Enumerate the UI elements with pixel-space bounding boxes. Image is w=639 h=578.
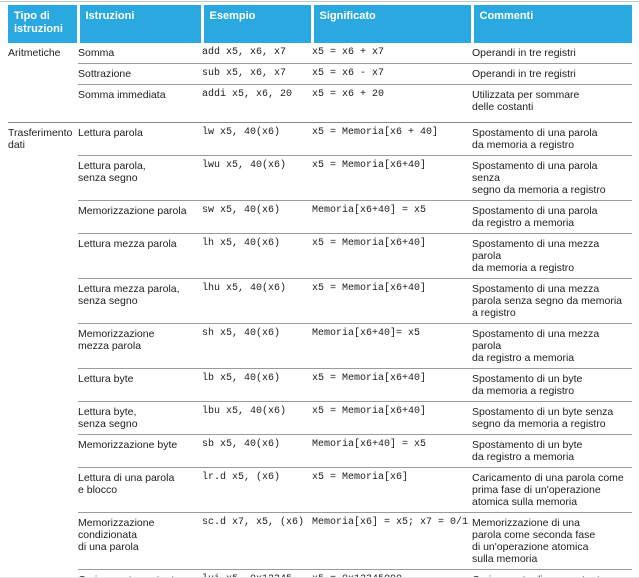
column-header-commenti: Commenti xyxy=(470,5,632,43)
table-row: Aritmetiche Somma add x5, x6, x7 x5 = x6… xyxy=(8,43,632,64)
group-label-cell: Aritmetiche xyxy=(8,47,61,59)
table-row: Memorizzazione condizionata di una parol… xyxy=(8,512,632,570)
instruction-name-cell: Lettura mezza parola, senza segno xyxy=(78,278,202,324)
instruction-name-cell: Lettura byte, senza segno xyxy=(78,401,202,435)
table-row: Memorizzazione byte sb x5, 40(x6) Memori… xyxy=(8,434,632,468)
top-divider xyxy=(0,1,639,2)
table-row: Lettura di una parola e blocco lr.d x5, … xyxy=(8,467,632,513)
meaning-cell: Memoria[x6+40] = x5 xyxy=(312,200,472,234)
table-row: Lettura byte lb x5, 40(x6) x5 = Memoria[… xyxy=(8,368,632,402)
table-row: Lettura mezza parola lh x5, 40(x6) x5 = … xyxy=(8,233,632,279)
meaning-cell: x5 = x6 + 20 xyxy=(312,84,472,123)
table-row: Caricamento costante nella mezza parola … xyxy=(8,569,632,578)
meaning-cell: x5 = Memoria[x6] xyxy=(312,467,472,513)
example-cell: sh x5, 40(x6) xyxy=(202,323,312,369)
example-cell: lw x5, 40(x6) xyxy=(202,122,312,156)
meaning-cell: x5 = Memoria[x6+40] xyxy=(312,368,472,402)
example-cell: lui x5, 0x12345 xyxy=(202,569,312,578)
comment-cell: Spostamento di un byte da memoria a regi… xyxy=(472,368,632,402)
comment-cell: Spostamento di una parola senza segno da… xyxy=(472,155,632,201)
meaning-cell: x5 = Memoria[x6+40] xyxy=(312,401,472,435)
comment-cell: Operandi in tre registri xyxy=(472,47,576,59)
table-row: Lettura parola, senza segno lwu x5, 40(x… xyxy=(8,155,632,201)
example-cell: lhu x5, 40(x6) xyxy=(202,278,312,324)
column-header-significato: Significato xyxy=(310,5,472,43)
table-row: Sottrazione sub x5, x6, x7 x5 = x6 - x7 … xyxy=(8,63,632,85)
instruction-name-cell: Memorizzazione mezza parola xyxy=(78,323,202,369)
instruction-name-cell: Memorizzazione byte xyxy=(78,434,202,468)
instruction-name-cell: Memorizzazione condizionata di una parol… xyxy=(78,512,202,570)
instruction-name-cell: Lettura mezza parola xyxy=(78,233,202,279)
instruction-name-cell: Lettura parola xyxy=(78,122,202,156)
meaning-cell: x5 = Memoria[x6+40] xyxy=(312,155,472,201)
meaning-cell: x5 = Memoria[x6+40] xyxy=(312,278,472,324)
example-cell: lbu x5, 40(x6) xyxy=(202,401,312,435)
comment-cell: Spostamento di una mezza parola da regis… xyxy=(472,323,632,369)
example-cell: lb x5, 40(x6) xyxy=(202,368,312,402)
table-row: Trasferimento dati Lettura parola lw x5,… xyxy=(8,122,632,578)
comment-cell: Spostamento di una mezza parola senza se… xyxy=(472,278,632,324)
instruction-name-cell: Caricamento costante nella mezza parola … xyxy=(78,569,202,578)
example-cell: lwu x5, 40(x6) xyxy=(202,155,312,201)
table-row: Lettura byte, senza segno lbu x5, 40(x6)… xyxy=(8,401,632,435)
meaning-cell: x5 = Memoria[x6+40] xyxy=(312,233,472,279)
instruction-name-cell: Sottrazione xyxy=(78,63,202,85)
example-cell: lr.d x5, (x6) xyxy=(202,467,312,513)
riscv-instruction-table: Tipo di istruzioni Istruzioni Esempio Si… xyxy=(8,5,632,578)
column-header-istruzioni: Istruzioni xyxy=(76,5,202,43)
instruction-name-cell: Lettura di una parola e blocco xyxy=(78,467,202,513)
comment-cell: Spostamento di un byte da registro a mem… xyxy=(472,434,632,468)
meaning-cell: x5 = x6 + x7 xyxy=(312,47,385,58)
instruction-name-cell: Lettura byte xyxy=(78,368,202,402)
comment-cell: Memorizzazione di una parola come second… xyxy=(472,512,632,570)
meaning-cell: Memoria[x6+40] = x5 xyxy=(312,434,472,468)
comment-cell: Spostamento di una parola da memoria a r… xyxy=(472,122,632,156)
table-row: Lettura mezza parola, senza segno lhu x5… xyxy=(8,278,632,324)
group-label-cell: Trasferimento dati xyxy=(8,122,78,578)
comment-cell: Spostamento di un byte senza segno da me… xyxy=(472,401,632,435)
instruction-name-cell: Somma immediata xyxy=(78,84,202,123)
example-cell: addi x5, x6, 20 xyxy=(202,84,312,123)
comment-cell: Spostamento di una mezza parola da memor… xyxy=(472,233,632,279)
comment-cell: Operandi in tre registri xyxy=(472,63,632,85)
example-cell: add x5, x6, x7 xyxy=(202,47,287,58)
column-header-tipo: Tipo di istruzioni xyxy=(8,5,78,43)
example-cell: sw x5, 40(x6) xyxy=(202,200,312,234)
group-aritmetiche: Aritmetiche Somma add x5, x6, x7 x5 = x6… xyxy=(8,43,632,123)
meaning-cell: x5 = x6 - x7 xyxy=(312,63,472,85)
table-row: Somma immediata addi x5, x6, 20 x5 = x6 … xyxy=(8,84,632,123)
comment-cell: Caricamento di una costante su 20 bit ne… xyxy=(472,569,632,578)
instruction-name-cell: Lettura parola, senza segno xyxy=(78,155,202,201)
comment-cell: Spostamento di una parola da registro a … xyxy=(472,200,632,234)
table-row: Memorizzazione parola sw x5, 40(x6) Memo… xyxy=(8,200,632,234)
meaning-cell: Memoria[x6] = x5; x7 = 0/1 xyxy=(312,512,472,570)
instruction-name-cell: Memorizzazione parola xyxy=(78,200,202,234)
comment-cell: Utilizzata per sommare delle costanti xyxy=(472,84,632,123)
column-header-esempio: Esempio xyxy=(200,5,312,43)
example-cell: sub x5, x6, x7 xyxy=(202,63,312,85)
table-row: Memorizzazione mezza parola sh x5, 40(x6… xyxy=(8,323,632,369)
meaning-cell: Memoria[x6+40]= x5 xyxy=(312,323,472,369)
header-row: Tipo di istruzioni Istruzioni Esempio Si… xyxy=(8,5,632,43)
table-header: Tipo di istruzioni Istruzioni Esempio Si… xyxy=(8,5,632,43)
example-cell: sb x5, 40(x6) xyxy=(202,434,312,468)
group-trasferimento-dati: Trasferimento dati Lettura parola lw x5,… xyxy=(8,122,632,578)
instruction-name-cell: Somma xyxy=(78,47,115,59)
example-cell: sc.d x7, x5, (x6) xyxy=(202,512,312,570)
example-cell: lh x5, 40(x6) xyxy=(202,233,312,279)
meaning-cell: x5 = Memoria[x6 + 40] xyxy=(312,122,472,156)
meaning-cell: x5 = 0x12345000 xyxy=(312,569,472,578)
comment-cell: Caricamento di una parola come prima fas… xyxy=(472,467,632,513)
